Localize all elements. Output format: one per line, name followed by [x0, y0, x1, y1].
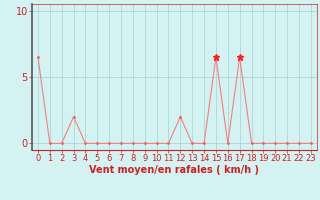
X-axis label: Vent moyen/en rafales ( km/h ): Vent moyen/en rafales ( km/h ) — [89, 165, 260, 175]
